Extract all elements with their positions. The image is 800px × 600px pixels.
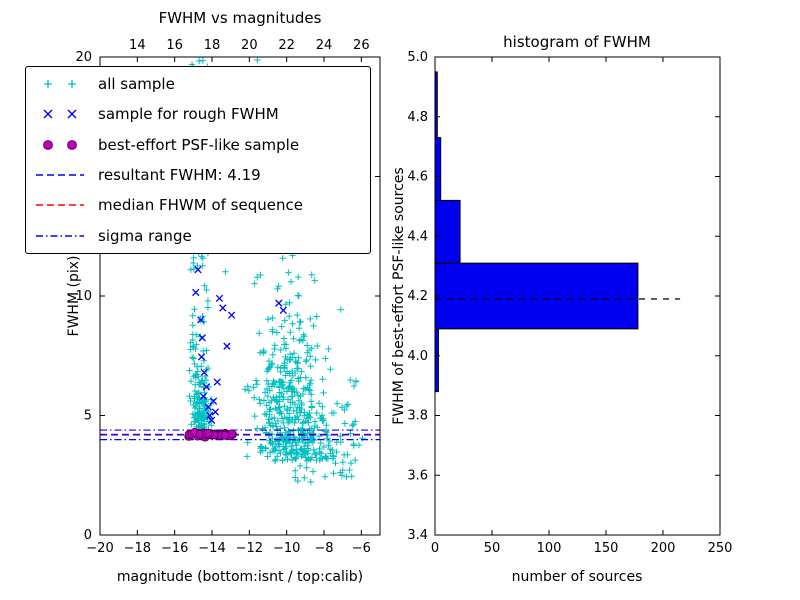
- legend-item-label: best-effort PSF-like sample: [98, 135, 300, 154]
- svg-text:200: 200: [651, 541, 676, 556]
- svg-text:50: 50: [484, 541, 501, 556]
- svg-text:3.8: 3.8: [407, 409, 428, 424]
- svg-text:−16: −16: [161, 541, 188, 556]
- legend-item-label: median FHWM of sequence: [98, 196, 303, 215]
- svg-text:24: 24: [316, 38, 333, 53]
- scatter-plot: −20 −18 −16 −14 −12 −10 −8 −6 14 16 18 20 22 24 26 0 5 10…: [75, 38, 381, 556]
- legend-item-label: sigma range: [98, 226, 192, 245]
- svg-text:−10: −10: [273, 541, 300, 556]
- legend-dashed-icon: [36, 204, 84, 207]
- svg-text:26: 26: [353, 38, 370, 53]
- scatter-title: FWHM vs magnitudes: [158, 9, 322, 27]
- svg-text:4.4: 4.4: [407, 229, 428, 244]
- svg-text:5.0: 5.0: [407, 50, 428, 65]
- legend-item: resultant FWHM: 4.19: [32, 161, 364, 190]
- histogram-ylabel: FWHM of best-effort PSF-like sources: [391, 167, 407, 425]
- svg-text:0: 0: [84, 528, 92, 543]
- svg-text:−12: −12: [236, 541, 263, 556]
- rough-fwhm-markers: [191, 225, 287, 424]
- svg-text:−8: −8: [314, 541, 333, 556]
- svg-text:−6: −6: [352, 541, 371, 556]
- svg-text:−18: −18: [124, 541, 151, 556]
- svg-text:10: 10: [75, 289, 92, 304]
- legend-item-label: all sample: [98, 75, 175, 94]
- histogram-title: histogram of FWHM: [503, 33, 651, 51]
- hist-bar: [435, 262, 639, 330]
- svg-text:100: 100: [537, 541, 562, 556]
- legend: all sample sample for rough FWHM best-effo…: [25, 66, 371, 254]
- hist-bar: [435, 71, 438, 139]
- legend-item: all sample: [32, 70, 364, 99]
- psf-like-markers: [184, 427, 237, 442]
- legend-item-label: sample for rough FWHM: [98, 105, 279, 124]
- scatter-xlabel: magnitude (bottom:isnt / top:calib): [116, 569, 364, 585]
- legend-item: median FHWM of sequence: [32, 191, 364, 220]
- histogram-ticks: 0 50 100 150 200 250 3.4 3.6 3.8 4.0 4.2 4.4 4.6 4.8 5…: [407, 50, 732, 556]
- legend-circle-icon: [43, 139, 77, 150]
- svg-text:18: 18: [204, 38, 221, 53]
- histogram-bars: [435, 71, 681, 393]
- svg-text:22: 22: [278, 38, 295, 53]
- legend-dashed-icon: [36, 174, 84, 176]
- svg-text:20: 20: [75, 50, 92, 65]
- svg-text:5: 5: [84, 409, 92, 424]
- histogram-plot: 0 50 100 150 200 250 3.4 3.6 3.8 4.0 4.2 4.4 4.6 4.8 5…: [407, 50, 732, 556]
- svg-text:250: 250: [708, 541, 733, 556]
- svg-text:4.6: 4.6: [407, 170, 428, 185]
- hist-bar: [435, 328, 439, 393]
- legend-plus-icon: [44, 80, 76, 89]
- legend-item: sample for rough FWHM: [32, 100, 364, 129]
- svg-text:14: 14: [129, 38, 146, 53]
- svg-text:150: 150: [594, 541, 619, 556]
- svg-text:20: 20: [241, 38, 258, 53]
- histogram-xlabel: number of sources: [511, 569, 643, 585]
- hist-bar: [435, 137, 442, 201]
- legend-dashdot-icon: [36, 235, 84, 237]
- scatter-points: [100, 57, 380, 486]
- legend-item: sigma range: [32, 221, 364, 250]
- legend-x-icon: [43, 109, 77, 119]
- legend-item: best-effort PSF-like sample: [32, 130, 364, 159]
- hist-bar: [435, 199, 461, 264]
- svg-text:4.0: 4.0: [407, 349, 428, 364]
- svg-text:3.6: 3.6: [407, 468, 428, 483]
- svg-text:3.4: 3.4: [407, 528, 428, 543]
- svg-text:16: 16: [166, 38, 183, 53]
- svg-text:4.8: 4.8: [407, 110, 428, 125]
- svg-text:0: 0: [431, 541, 439, 556]
- legend-item-label: resultant FWHM: 4.19: [98, 166, 261, 185]
- scatter-ylabel: FWHM (pix): [66, 255, 82, 337]
- svg-text:4.2: 4.2: [407, 289, 428, 304]
- svg-text:−20: −20: [86, 541, 113, 556]
- svg-text:−14: −14: [198, 541, 225, 556]
